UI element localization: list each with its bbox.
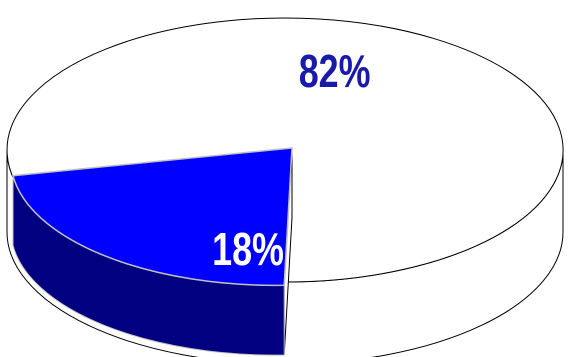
small-slice-label: 18%: [212, 224, 284, 275]
large-slice-label: 82%: [299, 46, 371, 97]
small-slice-top: [12, 147, 293, 287]
